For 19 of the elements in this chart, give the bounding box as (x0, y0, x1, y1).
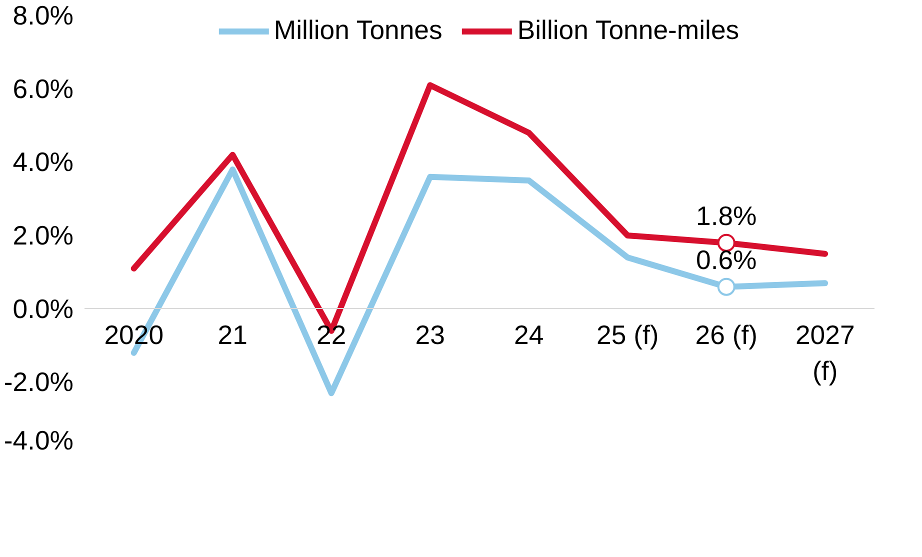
y-tick-label: -4.0% (4, 426, 74, 456)
y-tick-label: 0.0% (12, 294, 74, 324)
y-tick-label: -2.0% (4, 367, 74, 398)
x-tick-label: 21 (218, 320, 248, 350)
legend-label: Billion Tonne-miles (517, 15, 740, 46)
y-tick-label: 4.0% (12, 147, 74, 178)
y-tick-label: 2.0% (12, 220, 74, 250)
x-tick-label: 24 (514, 320, 544, 350)
annotation: 1.8% (696, 200, 757, 231)
annotation: 0.6% (696, 244, 757, 275)
x-tick-label: 22 (316, 320, 346, 350)
x-tick-label: 2027 (f) (795, 320, 855, 386)
y-tick-label: 8.0% (12, 0, 74, 30)
x-tick-label: 23 (415, 320, 445, 350)
x-tick-label: 26 (f) (695, 320, 758, 350)
x-tick-label: 25 (f) (596, 320, 659, 350)
y-tick-label: 6.0% (12, 74, 74, 104)
legend-label: Million Tonnes (274, 15, 442, 46)
x-tick-label: 2020 (104, 320, 164, 350)
